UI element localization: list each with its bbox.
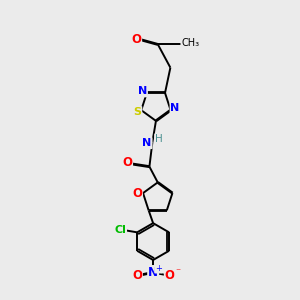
Text: N: N xyxy=(148,266,158,279)
Text: +: + xyxy=(155,264,162,273)
Text: O: O xyxy=(122,156,132,169)
Text: O: O xyxy=(165,269,175,282)
Text: O: O xyxy=(132,187,142,200)
Text: S: S xyxy=(134,107,141,117)
Text: CH₃: CH₃ xyxy=(181,38,200,48)
Text: N: N xyxy=(142,138,152,148)
Text: N: N xyxy=(138,86,147,96)
Text: ⁻: ⁻ xyxy=(176,268,181,278)
Text: N: N xyxy=(170,103,180,113)
Text: H: H xyxy=(155,134,163,144)
Text: Cl: Cl xyxy=(114,225,126,235)
Text: O: O xyxy=(132,269,142,282)
Text: O: O xyxy=(131,33,141,46)
